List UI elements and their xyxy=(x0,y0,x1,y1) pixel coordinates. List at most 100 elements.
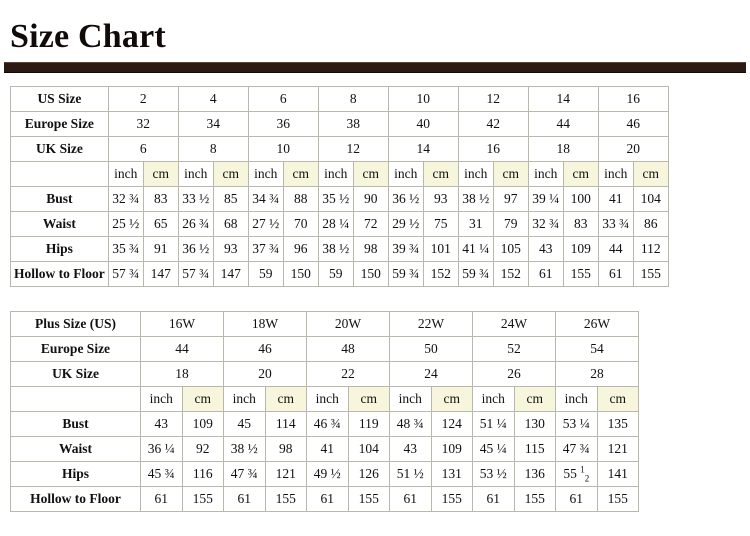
table-row: Europe Size 44 46 48 50 52 54 xyxy=(10,336,639,362)
measure-value-cell: 109 xyxy=(562,236,599,262)
size-value-cell: 22W xyxy=(389,311,473,337)
size-value-cell: 26W xyxy=(555,311,639,337)
measure-value-cell: 115 xyxy=(513,436,556,462)
row-header-label: Europe Size xyxy=(10,336,141,362)
size-value-cell: 50 xyxy=(389,336,473,362)
size-value-cell: 14 xyxy=(387,136,459,162)
unit-header-cm: cm xyxy=(181,386,224,412)
measure-value-cell: 93 xyxy=(212,236,249,262)
measure-value-cell: 46 ¾ xyxy=(306,411,349,437)
unit-header-cm: cm xyxy=(492,161,529,187)
measure-value-cell: 33 ½ xyxy=(177,186,214,212)
size-value-cell: 16 xyxy=(457,136,529,162)
size-value-cell: 10 xyxy=(247,136,319,162)
unit-header-cm: cm xyxy=(430,386,473,412)
measure-value-cell: 43 xyxy=(389,436,432,462)
measure-value-cell: 65 xyxy=(142,211,179,237)
size-value-cell: 6 xyxy=(247,86,319,112)
table-row: UK Size 6 8 10 12 14 16 18 20 xyxy=(10,136,669,162)
measure-value-cell: 100 xyxy=(562,186,599,212)
size-value-cell: 48 xyxy=(306,336,390,362)
row-header-label: Plus Size (US) xyxy=(10,311,141,337)
size-value-cell: 32 xyxy=(107,111,179,137)
measure-value-cell: 131 xyxy=(430,461,473,487)
row-header-label: UK Size xyxy=(10,361,141,387)
measure-value-cell: 98 xyxy=(264,436,307,462)
size-value-cell: 16 xyxy=(597,86,669,112)
measure-value-cell: 35 ¾ xyxy=(107,236,144,262)
unit-header-inch: inch xyxy=(317,161,354,187)
measure-value-cell: 96 xyxy=(282,236,319,262)
measure-value-cell: 37 ¾ xyxy=(247,236,284,262)
measure-value-cell: 121 xyxy=(596,436,639,462)
size-value-cell: 34 xyxy=(177,111,249,137)
measure-value-cell: 47 ¾ xyxy=(555,436,598,462)
measure-value-cell: 86 xyxy=(632,211,669,237)
measure-value-cell: 29 ½ xyxy=(387,211,424,237)
measure-value-cell: 51 ¼ xyxy=(472,411,515,437)
size-value-cell: 12 xyxy=(317,136,389,162)
measure-value-cell: 51 ½ xyxy=(389,461,432,487)
table-row: Waist 36 ¼ 92 38 ½ 98 41 104 43 109 45 ¼ 115 47 ¾ 12… xyxy=(10,436,639,462)
size-value-cell: 28 xyxy=(555,361,639,387)
unit-header-cm: cm xyxy=(352,161,389,187)
measure-value-cell: 36 ½ xyxy=(177,236,214,262)
unit-header-inch: inch xyxy=(527,161,564,187)
unit-header-inch: inch xyxy=(457,161,494,187)
size-value-cell: 44 xyxy=(140,336,224,362)
measure-value-cell: 91 xyxy=(142,236,179,262)
unit-header-inch: inch xyxy=(387,161,424,187)
measure-value-cell: 83 xyxy=(142,186,179,212)
unit-header-inch: inch xyxy=(247,161,284,187)
unit-header-cm: cm xyxy=(422,161,459,187)
measure-value-cell: 130 xyxy=(513,411,556,437)
measure-value-cell: 90 xyxy=(352,186,389,212)
measure-value-cell: 155 xyxy=(181,486,224,512)
unit-header-row: inch cm inch cm inch cm inch cm inch cm inch cm inch… xyxy=(10,161,669,187)
measure-value-cell: 61 xyxy=(223,486,266,512)
plus-size-table-wrap: Plus Size (US) 16W 18W 20W 22W 24W 26W Europe S… xyxy=(0,311,750,512)
measure-value-cell: 112 xyxy=(632,236,669,262)
measure-value-cell: 47 ¾ xyxy=(223,461,266,487)
page-title: Size Chart xyxy=(10,18,166,55)
measure-row-label: Bust xyxy=(10,186,109,212)
measure-value-cell: 124 xyxy=(430,411,473,437)
measure-value-cell: 135 xyxy=(596,411,639,437)
measure-value-cell: 49 ½ xyxy=(306,461,349,487)
measure-value-cell: 61 xyxy=(306,486,349,512)
size-value-cell: 6 xyxy=(107,136,179,162)
measure-value-cell: 119 xyxy=(347,411,390,437)
measure-row-label: Hips xyxy=(10,236,109,262)
table-row: Europe Size 32 34 36 38 40 42 44 46 xyxy=(10,111,669,137)
measure-value-cell: 155 xyxy=(430,486,473,512)
measure-row-label: Hips xyxy=(10,461,141,487)
unit-header-cm: cm xyxy=(282,161,319,187)
measure-value-cell: 104 xyxy=(347,436,390,462)
measure-value-cell: 104 xyxy=(632,186,669,212)
unit-header-inch: inch xyxy=(306,386,349,412)
measure-value-cell: 109 xyxy=(181,411,224,437)
unit-header-cm: cm xyxy=(596,386,639,412)
standard-size-table: US Size 2 4 6 8 10 12 14 16 Europe Size 32 34 36 38 40… xyxy=(10,86,669,287)
measure-value-cell: 61 xyxy=(389,486,432,512)
measure-value-cell: 43 xyxy=(527,236,564,262)
size-value-cell: 8 xyxy=(317,86,389,112)
measure-value-cell: 85 xyxy=(212,186,249,212)
size-value-cell: 24 xyxy=(389,361,473,387)
measure-row-label: Waist xyxy=(10,211,109,237)
measure-value-cell: 32 ¾ xyxy=(527,211,564,237)
unit-header-inch: inch xyxy=(472,386,515,412)
measure-value-cell: 147 xyxy=(212,261,249,287)
unit-header-cm: cm xyxy=(632,161,669,187)
row-header-label: US Size xyxy=(10,86,109,112)
size-value-cell: 20 xyxy=(223,361,307,387)
unit-row-spacer xyxy=(10,161,109,187)
measure-value-cell: 121 xyxy=(264,461,307,487)
size-value-cell: 16W xyxy=(140,311,224,337)
measure-value-cell: 92 xyxy=(181,436,224,462)
measure-value-cell: 68 xyxy=(212,211,249,237)
measure-value-cell: 126 xyxy=(347,461,390,487)
measure-value-cell: 88 xyxy=(282,186,319,212)
title-block: Size Chart xyxy=(0,0,750,54)
